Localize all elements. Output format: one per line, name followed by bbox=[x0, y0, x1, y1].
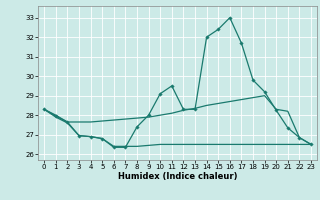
X-axis label: Humidex (Indice chaleur): Humidex (Indice chaleur) bbox=[118, 172, 237, 181]
